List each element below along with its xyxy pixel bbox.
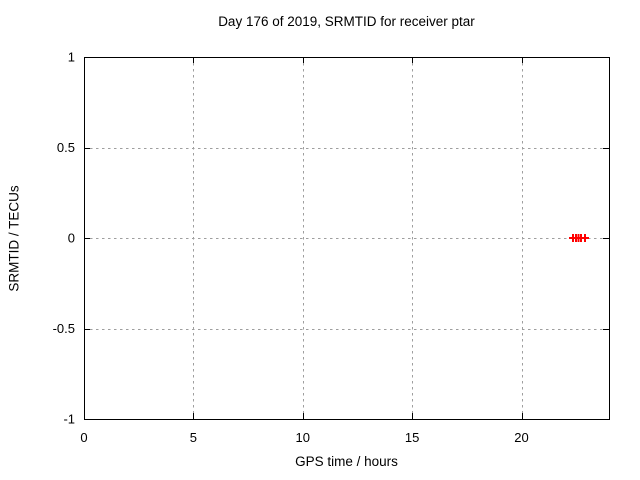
chart-title: Day 176 of 2019, SRMTID for receiver pta… (218, 14, 475, 29)
x-tick-label: 15 (405, 430, 419, 445)
y-tick-label: -1 (63, 412, 75, 427)
x-tick-label: 20 (514, 430, 528, 445)
y-tick-label: 0.5 (57, 140, 75, 155)
x-tick-label: 0 (80, 430, 87, 445)
y-axis-title: SRMTID / TECUs (6, 185, 22, 292)
x-axis-title: GPS time / hours (295, 454, 398, 469)
y-tick-label: 0 (68, 231, 75, 246)
y-tick-label: 1 (68, 50, 75, 65)
x-tick-label: 5 (190, 430, 197, 445)
x-tick-label: 10 (296, 430, 310, 445)
y-tick-label: -0.5 (53, 321, 75, 336)
